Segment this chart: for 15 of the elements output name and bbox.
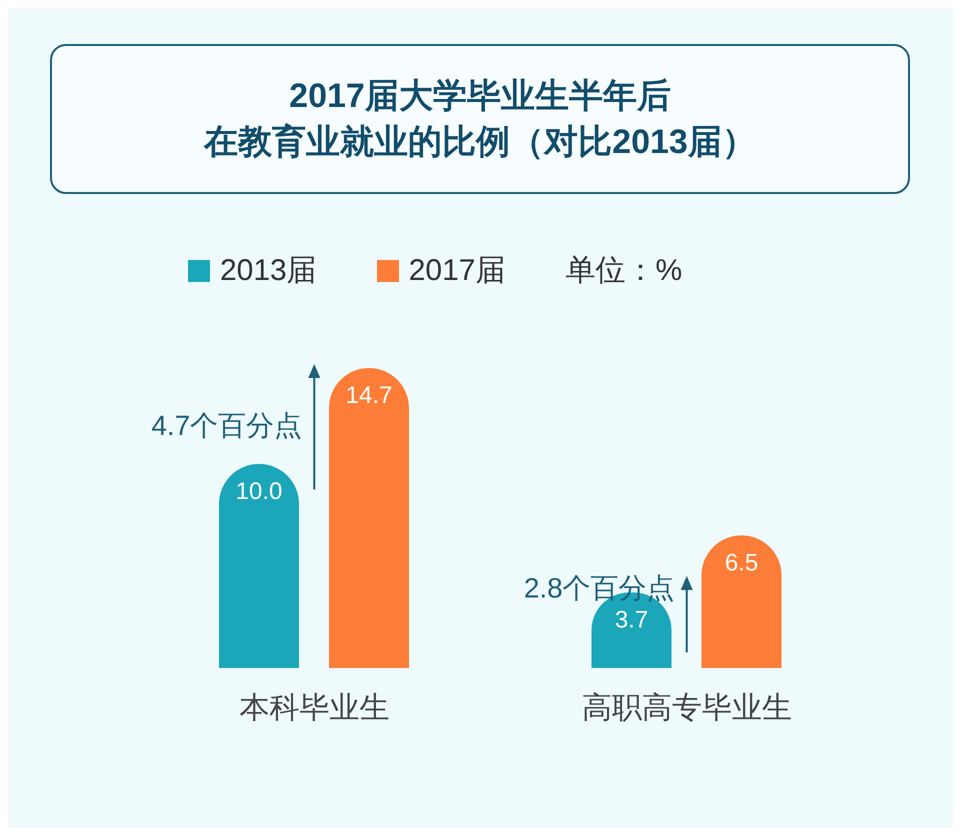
legend-label: 2013届 [220, 253, 317, 289]
chart-subtitle: 在教育业就业的比例（对比2013届） [204, 122, 756, 163]
annotation: 4.7个百分点 [151, 410, 302, 441]
data-label: 14.7 [346, 382, 392, 410]
x-tick-label: 高职高专毕业生 [582, 691, 792, 724]
legend-label: 2017届 [408, 253, 506, 289]
x-tick-label: 本科毕业生 [239, 691, 390, 724]
chart-title: 2017届大学毕业生半年后 [288, 76, 672, 117]
bar [219, 464, 299, 668]
data-label: 6.5 [724, 549, 758, 576]
data-label: 3.7 [614, 606, 648, 634]
bar [329, 368, 409, 668]
data-label: 10.0 [236, 478, 282, 505]
bar [702, 535, 782, 668]
text: 单位：% [566, 253, 682, 289]
